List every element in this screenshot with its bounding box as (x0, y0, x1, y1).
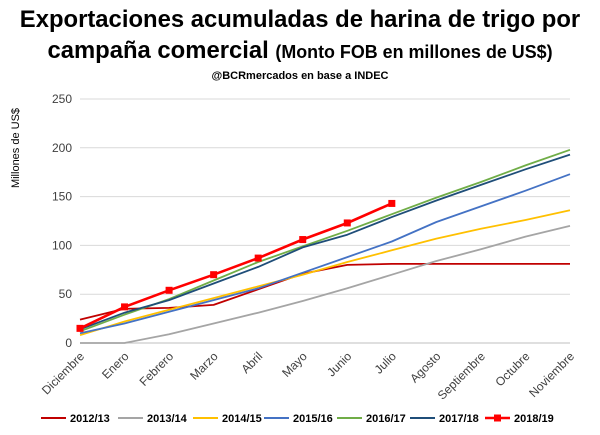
x-tick-label: Septiembre (435, 349, 489, 403)
legend-label: 2012/13 (70, 413, 110, 425)
y-tick-label: 50 (59, 287, 73, 301)
y-tick-label: 100 (52, 238, 72, 252)
y-tick-label: 150 (52, 190, 72, 204)
x-tick-label: Enero (99, 349, 132, 382)
series-line (79, 209, 571, 337)
series-line (79, 262, 570, 321)
legend-label: 2015/16 (293, 413, 333, 425)
x-tick-label: Noviembre (526, 349, 577, 400)
chart-source: @BCRmercados en base a INDEC (211, 70, 389, 82)
chart-title-main: campaña comercial (47, 37, 269, 64)
legend-label: 2018/19 (514, 413, 554, 425)
x-tick-label: Octubre (492, 349, 532, 389)
data-point (121, 303, 129, 311)
x-axis-ticks: Diciembre Enero Febrero Marzo Abril Mayo Junio… (39, 349, 577, 403)
legend-marker (494, 414, 501, 422)
y-tick-label: 0 (65, 336, 72, 350)
chart-title-line2: campaña comercial (Monto FOB en millones… (2, 37, 598, 65)
x-tick-label: Agosto (407, 349, 444, 386)
series-2017-18 (79, 153, 571, 331)
y-axis-ticks: 0 50 100 150 200 250 (52, 92, 72, 350)
data-point (76, 324, 84, 332)
series-line (80, 225, 571, 344)
legend-label: 2017/18 (439, 413, 479, 425)
series-line (79, 153, 571, 331)
legend-entry: 2017/18 (410, 413, 479, 425)
legend-label: 2014/15 (222, 413, 262, 425)
chart-subtitle: (Monto FOB en millones de US$) (275, 42, 553, 62)
legend-entry: 2016/17 (337, 413, 406, 425)
x-tick-label: Mayo (279, 349, 310, 380)
data-point (299, 236, 307, 244)
series-2013-14 (80, 225, 571, 344)
legend-label: 2013/14 (147, 413, 188, 425)
legend-entry: 2015/16 (264, 413, 333, 425)
y-tick-label: 200 (52, 141, 72, 155)
x-tick-label: Diciembre (39, 349, 87, 397)
series-group (76, 148, 571, 344)
data-point (165, 286, 173, 294)
legend-entry: 2012/13 (41, 413, 110, 425)
x-tick-label: Febrero (137, 349, 177, 389)
legend-entry: 2013/14 (118, 413, 188, 425)
chart-title-line1: Exportaciones acumuladas de harina de tr… (19, 6, 581, 33)
series-2015-16 (79, 173, 571, 335)
x-tick-label: Marzo (187, 349, 221, 383)
series-line (79, 202, 393, 330)
data-point (388, 199, 396, 207)
x-tick-label: Junio (324, 349, 354, 379)
data-point (343, 219, 351, 227)
y-axis-label: Millones de US$ (10, 108, 22, 188)
legend-label: 2016/17 (366, 413, 406, 425)
y-tick-label: 250 (52, 92, 72, 106)
x-tick-label: Julio (372, 349, 400, 377)
x-tick-label: Abril (238, 349, 265, 376)
series-2012-13 (79, 262, 570, 321)
legend-entry: 2014/15 (193, 413, 262, 425)
data-point (210, 271, 218, 279)
series-line (79, 173, 571, 335)
series-2018-19 (76, 199, 396, 332)
series-2014-15 (79, 209, 571, 337)
legend-entry: 2018/19 (485, 413, 554, 425)
data-point (254, 254, 262, 262)
legend: 2012/13 2013/14 2014/15 2015/16 2016/17 2017/… (41, 413, 554, 425)
gridlines (80, 98, 570, 344)
